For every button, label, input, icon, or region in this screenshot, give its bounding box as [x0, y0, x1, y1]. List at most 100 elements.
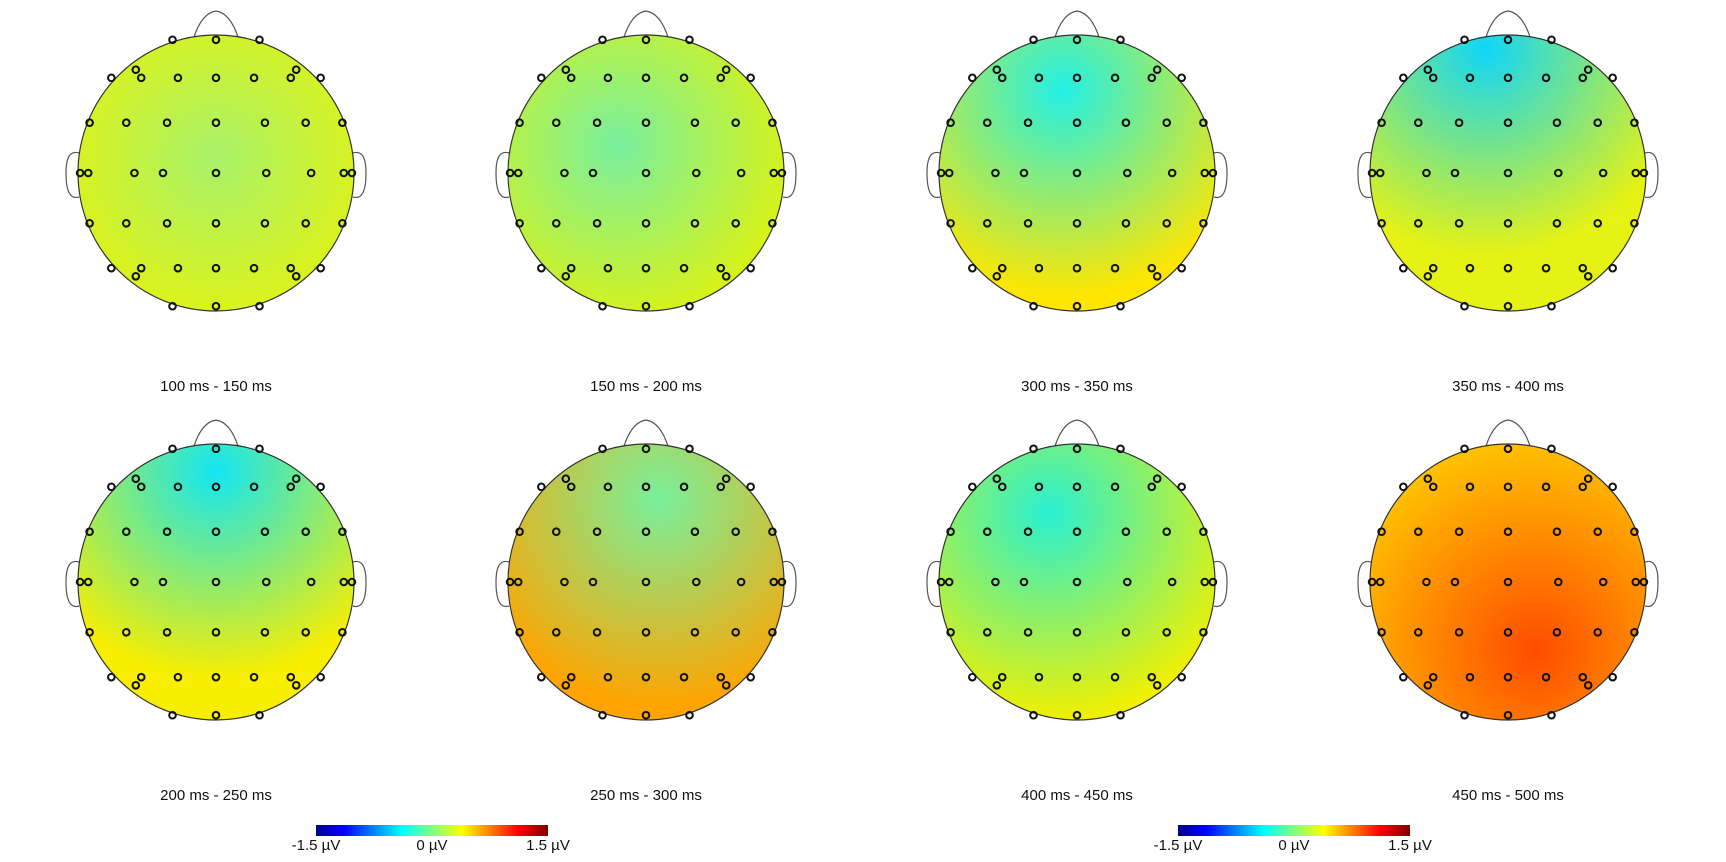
electrode: [306, 577, 316, 587]
electrode: [1578, 672, 1588, 682]
electrode: [598, 35, 607, 45]
electrode: [968, 73, 977, 83]
electrode: [1199, 627, 1208, 637]
electrode: [75, 168, 85, 178]
panel-label: 350 ms - 400 ms: [1452, 378, 1564, 395]
colorbar: [1178, 825, 1410, 836]
electrode: [1547, 35, 1556, 45]
electrode: [641, 118, 651, 128]
electrode: [1167, 577, 1177, 587]
electrode: [1399, 482, 1408, 492]
electrode: [721, 65, 731, 74]
electrode: [211, 482, 221, 492]
electrode: [1177, 263, 1186, 273]
electrode: [1200, 577, 1210, 587]
scalp: [507, 34, 785, 312]
electrode: [1503, 577, 1513, 587]
electrode: [1503, 444, 1513, 454]
electrode: [603, 672, 613, 682]
electrode: [1177, 73, 1186, 83]
electrode: [1367, 168, 1377, 178]
electrode: [1460, 444, 1469, 454]
electrode: [769, 168, 779, 178]
electrode: [1552, 627, 1562, 637]
ear-right: [352, 151, 367, 199]
electrode: [1116, 710, 1125, 720]
electrode: [1110, 73, 1120, 83]
electrode: [255, 35, 264, 45]
electrode: [592, 527, 602, 537]
electrode: [551, 218, 561, 228]
electrode: [255, 444, 264, 454]
electrode: [1208, 168, 1218, 178]
electrode: [158, 577, 168, 587]
electrode: [1377, 218, 1386, 228]
electrode: [1450, 577, 1460, 587]
electrode: [1541, 263, 1551, 273]
electrode: [173, 263, 183, 273]
electrode: [107, 73, 116, 83]
electrode: [131, 272, 141, 281]
electrode: [1072, 218, 1082, 228]
electrode: [162, 118, 172, 128]
electrode: [1583, 681, 1593, 690]
electrode: [211, 577, 221, 587]
electrode: [505, 577, 515, 587]
electrode: [1110, 263, 1120, 273]
electrode: [997, 73, 1007, 83]
electrode: [1208, 577, 1218, 587]
electrode: [85, 218, 94, 228]
electrode: [1465, 672, 1475, 682]
electrode: [1503, 218, 1513, 228]
electrode: [992, 65, 1002, 74]
electrode: [982, 118, 992, 128]
electrode: [560, 577, 569, 587]
electrode: [1578, 263, 1588, 273]
electrode: [731, 527, 741, 537]
electrode: [1547, 301, 1556, 311]
electrode: [1116, 301, 1125, 311]
electrode: [347, 168, 357, 178]
electrode: [537, 672, 546, 682]
electrode: [1110, 672, 1120, 682]
electrode: [338, 627, 347, 637]
electrode: [992, 272, 1002, 281]
electrode: [173, 482, 183, 492]
ear-right: [1213, 151, 1228, 199]
electrode: [768, 118, 777, 128]
electrode: [641, 73, 651, 83]
electrode: [1023, 527, 1033, 537]
electrode: [1029, 710, 1038, 720]
electrode: [255, 301, 264, 311]
electrode: [1377, 527, 1386, 537]
colorbar-tick-label: 0 µV: [1278, 837, 1309, 854]
electrode: [1428, 672, 1438, 682]
electrode: [679, 263, 689, 273]
electrode: [211, 168, 221, 178]
electrode: [121, 527, 131, 537]
electrode: [1377, 118, 1386, 128]
electrode: [968, 482, 977, 492]
electrode: [731, 118, 741, 128]
electrode: [1399, 263, 1408, 273]
panel-label: 150 ms - 200 ms: [590, 378, 702, 395]
electrode: [85, 527, 94, 537]
electrode: [249, 672, 259, 682]
electrode: [946, 118, 955, 128]
electrode: [1503, 301, 1513, 311]
electrode: [685, 444, 694, 454]
electrode: [130, 577, 139, 587]
electrode: [1367, 577, 1377, 587]
electrode: [1375, 577, 1385, 587]
ear-right: [1213, 560, 1228, 608]
electrode: [746, 482, 755, 492]
electrode: [249, 263, 259, 273]
electrode: [1199, 218, 1208, 228]
scalp: [1369, 34, 1647, 312]
electrode: [168, 35, 177, 45]
electrode: [83, 168, 93, 178]
electrode: [316, 263, 325, 273]
electrode: [1072, 118, 1082, 128]
electrode: [746, 672, 755, 682]
